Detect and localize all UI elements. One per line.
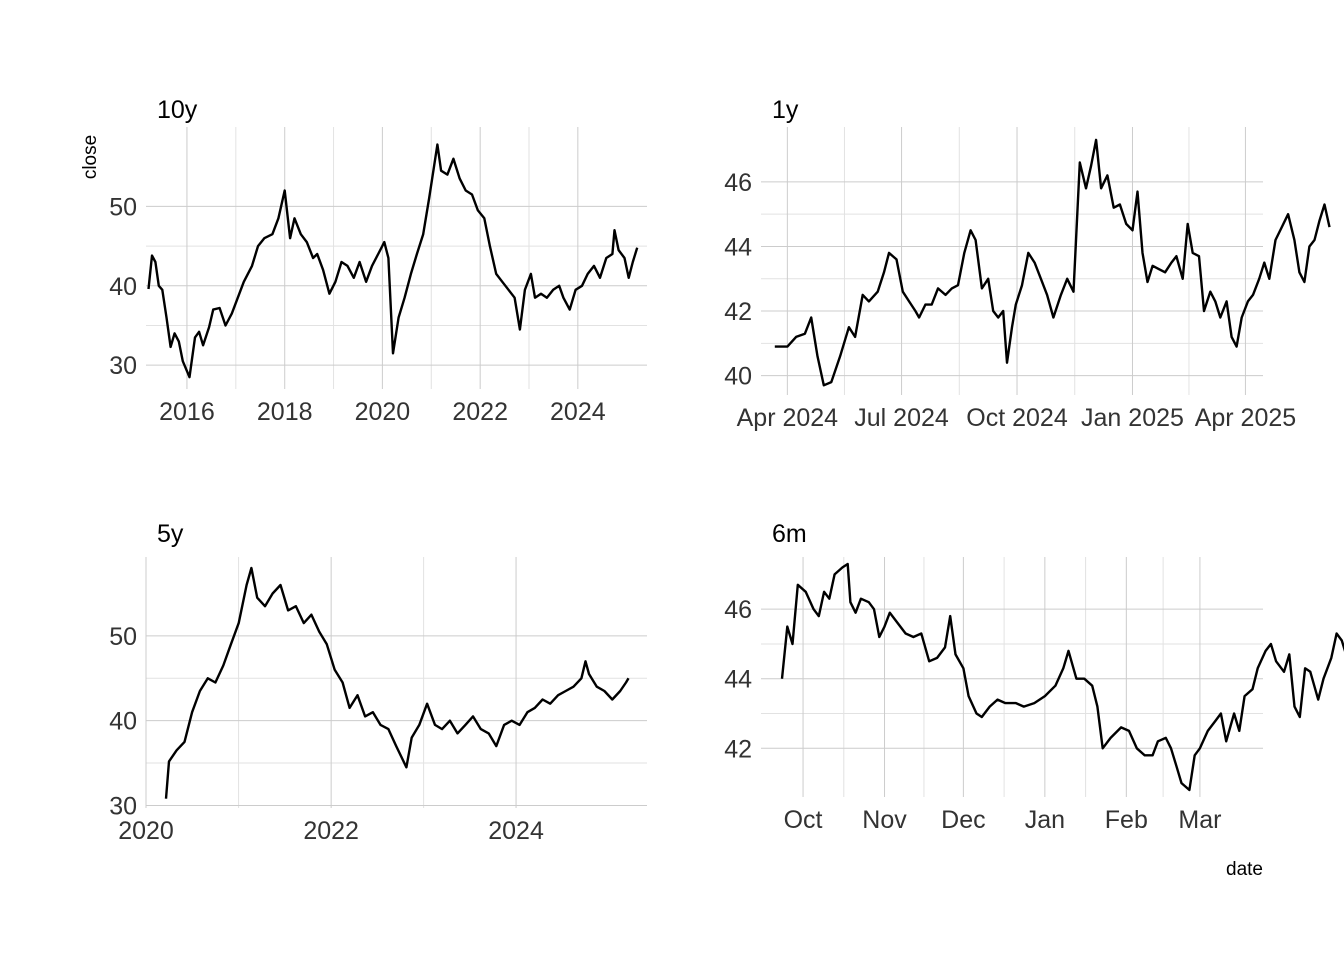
panel-1y: 40 42 44 46 Apr 2024 Jul 2024 Oct 2024 Jan 2025… (724, 96, 1331, 432)
y-tick-label: 44 (724, 666, 752, 694)
series-line (147, 143, 639, 379)
y-tick-label: 40 (109, 273, 137, 301)
panel-5y: 30 40 50 2020 2022 2024 5y (109, 520, 647, 845)
y-tick-label: 50 (109, 193, 137, 221)
panel-title: 6m (772, 520, 807, 548)
panel-title: 5y (157, 520, 184, 548)
y-axis-label: close (80, 135, 101, 179)
x-tick-label: Jan 2025 (1081, 404, 1184, 432)
x-tick-label: Dec (941, 806, 985, 834)
x-tick-label: 2024 (550, 398, 606, 426)
y-tick-label: 42 (724, 735, 752, 763)
x-tick-label: Jan (1025, 806, 1065, 834)
y-tick-label: 46 (724, 169, 752, 197)
x-tick-label: 2020 (118, 817, 174, 845)
x-tick-label: 2018 (257, 398, 313, 426)
x-tick-label: 2022 (452, 398, 508, 426)
x-tick-label: 2020 (355, 398, 411, 426)
x-tick-label: 2016 (159, 398, 215, 426)
y-tick-label: 30 (109, 792, 137, 820)
x-tick-label: Jul 2024 (854, 404, 949, 432)
panel-title: 1y (772, 96, 799, 124)
y-tick-label: 40 (109, 708, 137, 736)
x-tick-label: Oct (784, 806, 823, 834)
y-tick-label: 42 (724, 298, 752, 326)
y-tick-label: 30 (109, 352, 137, 380)
x-tick-label: Mar (1178, 806, 1221, 834)
x-tick-label: Apr 2025 (1195, 404, 1296, 432)
x-tick-label: Apr 2024 (737, 404, 839, 432)
series-line (780, 562, 1344, 792)
x-tick-label: 2024 (488, 817, 544, 845)
series-line (164, 566, 630, 799)
x-axis-label: date (1226, 859, 1263, 880)
y-tick-label: 44 (724, 233, 752, 261)
y-tick-label: 40 (724, 363, 752, 391)
x-tick-label: Nov (862, 806, 907, 834)
y-tick-label: 50 (109, 623, 137, 651)
y-tick-label: 46 (724, 596, 752, 624)
x-tick-label: Feb (1105, 806, 1148, 834)
panel-title: 10y (157, 96, 198, 124)
x-tick-label: Oct 2024 (966, 404, 1068, 432)
series-line (774, 138, 1331, 387)
panel-10y: 30 40 50 2016 2018 2020 2022 2024 10y (109, 96, 647, 426)
x-tick-label: 2022 (303, 817, 359, 845)
panel-6m: 42 44 46 Oct Nov Dec Jan Feb Mar 6m (724, 520, 1344, 834)
